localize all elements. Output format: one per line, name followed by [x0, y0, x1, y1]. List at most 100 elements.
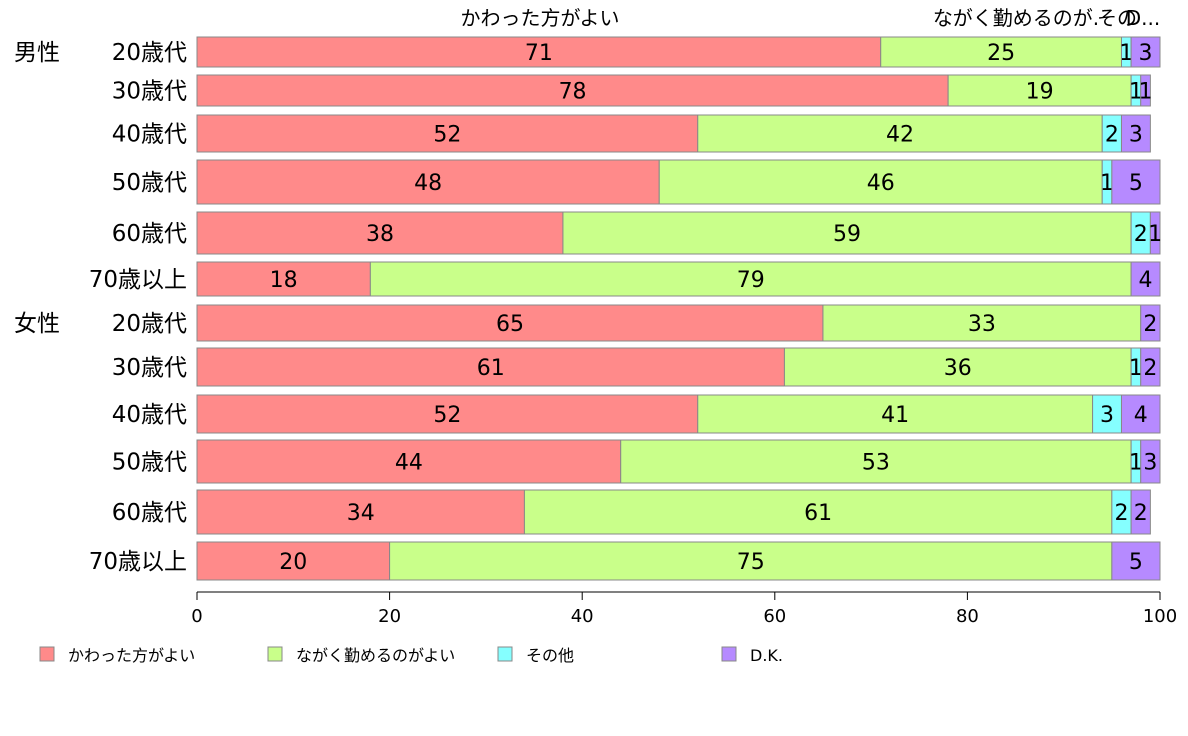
bar-segment [1130, 489, 1151, 535]
bar-segment [196, 36, 882, 68]
bar-value-label: 2 [1105, 123, 1119, 148]
group-label: 男性 [14, 40, 60, 66]
bar-value-label: 3 [1143, 451, 1157, 476]
bar-segment [196, 489, 525, 535]
x-tick-label: 40 [571, 606, 594, 627]
legend-swatch [721, 646, 737, 662]
row-label: 30歳代 [112, 79, 187, 105]
row-label: 20歳代 [112, 311, 187, 337]
bar-value-label: 18 [270, 268, 298, 293]
x-axis: 0 20 40 60 80 100 [191, 591, 1177, 627]
legend-label: その他 [526, 646, 574, 665]
row-label: 60歳代 [112, 500, 187, 526]
bar-segment [389, 541, 1113, 581]
bar-segment [196, 304, 824, 342]
bar-segment [196, 394, 699, 434]
bar-segment [1140, 74, 1151, 107]
bar-segment [1149, 211, 1161, 255]
top-labels: かわった方がよい ながく勤めるのが.そのD... [461, 6, 1161, 30]
bar-value-label: 71 [525, 41, 553, 66]
x-tick-label: 60 [763, 606, 786, 627]
bar-value-label: 34 [347, 501, 375, 526]
bar-value-label: 4 [1139, 268, 1153, 293]
bar-segment [1111, 541, 1161, 581]
row-label: 70歳以上 [89, 549, 187, 575]
bar-value-label: 61 [477, 356, 505, 381]
bar-value-label: 20 [279, 550, 307, 575]
bar-value-label: 61 [804, 501, 832, 526]
top-series-label: その [1097, 6, 1137, 30]
bar-value-label: 52 [433, 403, 461, 428]
row-label: 40歳代 [112, 122, 187, 148]
bar-value-label: 52 [433, 123, 461, 148]
bar-segment [1120, 114, 1151, 153]
bar-segment [196, 211, 564, 255]
bar-segment [1140, 304, 1161, 342]
bar-segment [196, 439, 622, 484]
top-series-label: ながく勤めるのが. [933, 6, 1099, 30]
group-label: 女性 [14, 311, 60, 337]
bar-value-label: 38 [366, 222, 394, 247]
bar-value-label: 4 [1134, 403, 1148, 428]
x-tick-label: 80 [956, 606, 979, 627]
bar-value-label: 75 [737, 550, 765, 575]
x-tick-label: 20 [378, 606, 401, 627]
row-labels: 20歳代 30歳代 40歳代 50歳代 60歳代 70歳以上 20歳代 30歳代 40歳代 50歳… [14, 40, 187, 575]
bar-segment [1130, 36, 1161, 68]
bar-segment [1140, 347, 1161, 387]
bar-segment [196, 347, 785, 387]
bar-value-label: 59 [833, 222, 861, 247]
bar-segment [658, 159, 1103, 205]
bar-segment [1120, 394, 1161, 434]
bar-segment [196, 541, 391, 581]
bar-value-label: 33 [968, 312, 996, 337]
bar-value-label: 1 [1119, 41, 1133, 66]
bar-segment [369, 261, 1132, 297]
bar-value-label: 53 [862, 451, 890, 476]
bar-value-label: 36 [944, 356, 972, 381]
bar-segment [783, 347, 1132, 387]
bar-value-label: 1 [1129, 451, 1143, 476]
row-label: 70歳以上 [89, 267, 187, 293]
bar-value-label: 1 [1100, 171, 1114, 196]
bar-segment [697, 394, 1094, 434]
top-series-label: かわった方がよい [461, 6, 620, 30]
bar-value-label: 5 [1129, 171, 1143, 196]
row-label: 50歳代 [112, 450, 187, 476]
legend-swatch [497, 646, 513, 662]
bar-value-label: 48 [414, 171, 442, 196]
row-label: 60歳代 [112, 221, 187, 247]
bar-value-label: 1 [1139, 80, 1153, 105]
bar-segment [1140, 439, 1161, 484]
legend: かわった方がよい ながく勤めるのがよい その他 D.K. [39, 646, 783, 665]
bar-segment [947, 74, 1132, 107]
bar-value-label: 19 [1026, 80, 1054, 105]
bar-segment [196, 261, 371, 297]
bar-value-label: 65 [496, 312, 524, 337]
bar-value-label: 1 [1148, 222, 1162, 247]
bar-value-label: 46 [867, 171, 895, 196]
bar-value-label: 41 [881, 403, 909, 428]
bar-segment [562, 211, 1132, 255]
bar-value-label: 2 [1143, 312, 1157, 337]
bar-value-label: 2 [1134, 501, 1148, 526]
bar-value-label: 79 [737, 268, 765, 293]
bar-value-label: 78 [559, 80, 587, 105]
bar-segment [1092, 394, 1122, 434]
bar-value-label: 1 [1129, 356, 1143, 381]
bar-value-label: 25 [987, 41, 1015, 66]
legend-label: ながく勤めるのがよい [296, 646, 455, 665]
row-label: 30歳代 [112, 355, 187, 381]
bar-segment [1130, 261, 1161, 297]
bar-segment [880, 36, 1122, 68]
row-label: 40歳代 [112, 402, 187, 428]
bar-segment [822, 304, 1142, 342]
row-label: 50歳代 [112, 170, 187, 196]
bar-value-label: 42 [886, 123, 914, 148]
bar-segment [196, 159, 660, 205]
x-tick-label: 100 [1143, 606, 1177, 627]
legend-swatch [39, 646, 55, 662]
legend-label: かわった方がよい [68, 646, 195, 665]
